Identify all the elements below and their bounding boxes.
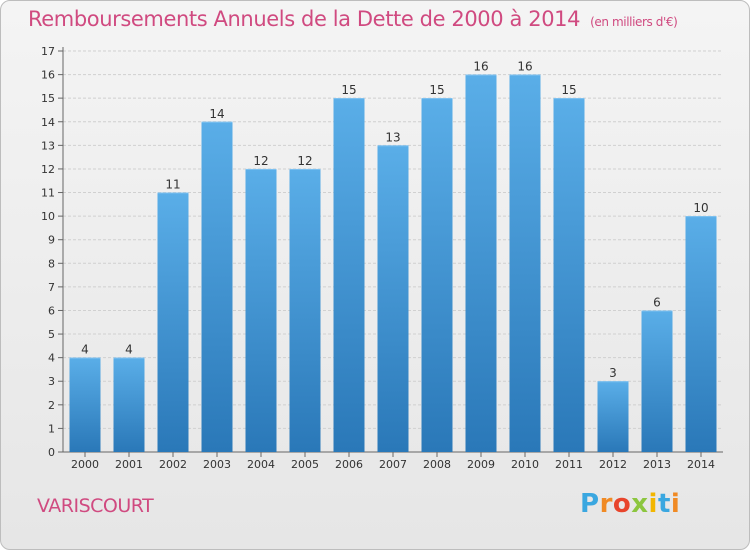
bar-2014[interactable] — [685, 216, 717, 452]
y-tick-label: 9 — [48, 234, 55, 247]
logo-letter: i — [648, 489, 658, 519]
y-tick-label: 13 — [41, 139, 55, 152]
value-label: 6 — [653, 295, 661, 309]
y-tick-label: 17 — [41, 45, 55, 58]
y-tick-label: 12 — [41, 163, 55, 176]
x-tick-label: 2003 — [203, 458, 231, 471]
value-label: 14 — [209, 107, 224, 121]
value-label: 15 — [429, 83, 444, 97]
x-tick-label: 2002 — [159, 458, 187, 471]
bar-2000[interactable] — [69, 357, 101, 452]
bar-2008[interactable] — [421, 98, 453, 453]
bar-2004[interactable] — [245, 168, 277, 453]
x-tick-label: 2010 — [511, 458, 539, 471]
value-label: 11 — [165, 178, 180, 192]
x-tick-label: 2007 — [379, 458, 407, 471]
bar-2005[interactable] — [289, 168, 321, 453]
y-tick-label: 3 — [48, 375, 55, 388]
proxiti-logo[interactable]: Proxiti — [580, 489, 680, 519]
x-tick-label: 2013 — [643, 458, 671, 471]
bar-2010[interactable] — [509, 74, 541, 453]
x-tick-label: 2014 — [687, 458, 715, 471]
logo-letter: x — [631, 489, 649, 519]
y-tick-label: 5 — [48, 328, 55, 341]
commune-name: VARISCOURT — [37, 495, 154, 517]
x-tick-label: 2009 — [467, 458, 495, 471]
bar-2007[interactable] — [377, 145, 409, 452]
y-tick-label: 0 — [48, 446, 55, 459]
value-label: 13 — [385, 130, 400, 144]
value-label: 15 — [561, 83, 576, 97]
value-label: 12 — [297, 154, 312, 168]
value-label: 4 — [81, 343, 89, 357]
bar-2009[interactable] — [465, 74, 497, 453]
y-tick-label: 11 — [41, 187, 55, 200]
y-tick-label: 6 — [48, 304, 55, 317]
logo-letter: P — [580, 489, 600, 519]
y-tick-label: 15 — [41, 92, 55, 105]
logo-letter: r — [599, 489, 613, 519]
value-label: 16 — [517, 60, 532, 74]
logo-letter: i — [670, 489, 681, 519]
y-tick-label: 8 — [48, 257, 55, 270]
x-tick-label: 2004 — [247, 458, 275, 471]
bar-2006[interactable] — [333, 98, 365, 453]
chart-unit: (en milliers d'€) — [590, 15, 678, 29]
bar-2003[interactable] — [201, 121, 233, 452]
x-tick-label: 2006 — [335, 458, 363, 471]
x-tick-label: 2000 — [71, 458, 99, 471]
y-tick-label: 14 — [41, 116, 55, 129]
logo-letter: t — [657, 489, 671, 519]
bar-2013[interactable] — [641, 310, 673, 452]
y-tick-label: 4 — [48, 352, 55, 365]
x-tick-label: 2008 — [423, 458, 451, 471]
y-tick-label: 1 — [48, 422, 55, 435]
bar-2012[interactable] — [597, 381, 629, 452]
bar-2002[interactable] — [157, 192, 189, 452]
x-tick-label: 2012 — [599, 458, 627, 471]
value-label: 10 — [693, 201, 708, 215]
value-label: 15 — [341, 83, 356, 97]
y-tick-label: 2 — [48, 399, 55, 412]
logo-letter: o — [612, 489, 632, 519]
value-label: 4 — [125, 343, 133, 357]
bar-2001[interactable] — [113, 357, 145, 452]
chart-title-text: Remboursements Annuels de la Dette de 20… — [28, 7, 581, 31]
x-tick-label: 2005 — [291, 458, 319, 471]
x-tick-label: 2001 — [115, 458, 143, 471]
y-tick-label: 16 — [41, 69, 55, 82]
value-label: 12 — [253, 154, 268, 168]
x-tick-label: 2011 — [555, 458, 583, 471]
chart-title: Remboursements Annuels de la Dette de 20… — [28, 7, 678, 31]
y-tick-label: 7 — [48, 281, 55, 294]
value-label: 3 — [609, 366, 617, 380]
y-tick-label: 10 — [41, 210, 55, 223]
bar-2011[interactable] — [553, 98, 585, 453]
value-label: 16 — [473, 60, 488, 74]
